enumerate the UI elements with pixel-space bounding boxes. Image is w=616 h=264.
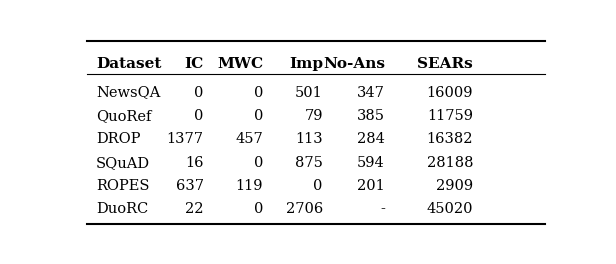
Text: 16382: 16382 (427, 132, 473, 146)
Text: ROPES: ROPES (96, 179, 150, 193)
Text: 119: 119 (236, 179, 263, 193)
Text: 79: 79 (304, 109, 323, 123)
Text: IC: IC (184, 57, 203, 71)
Text: -: - (380, 202, 385, 216)
Text: 0: 0 (194, 86, 203, 100)
Text: 113: 113 (295, 132, 323, 146)
Text: SQuAD: SQuAD (96, 156, 150, 170)
Text: NewsQA: NewsQA (96, 86, 161, 100)
Text: 457: 457 (235, 132, 263, 146)
Text: 637: 637 (176, 179, 203, 193)
Text: 201: 201 (357, 179, 385, 193)
Text: 0: 0 (254, 86, 263, 100)
Text: 0: 0 (254, 202, 263, 216)
Text: 594: 594 (357, 156, 385, 170)
Text: QuoRef: QuoRef (96, 109, 152, 123)
Text: DuoRC: DuoRC (96, 202, 148, 216)
Text: 284: 284 (357, 132, 385, 146)
Text: Imp: Imp (289, 57, 323, 71)
Text: 45020: 45020 (427, 202, 473, 216)
Text: 0: 0 (314, 179, 323, 193)
Text: 16: 16 (185, 156, 203, 170)
Text: 2909: 2909 (436, 179, 473, 193)
Text: 11759: 11759 (428, 109, 473, 123)
Text: 22: 22 (185, 202, 203, 216)
Text: 501: 501 (295, 86, 323, 100)
Text: SEARs: SEARs (418, 57, 473, 71)
Text: MWC: MWC (217, 57, 263, 71)
Text: Dataset: Dataset (96, 57, 161, 71)
Text: 0: 0 (254, 156, 263, 170)
Text: 385: 385 (357, 109, 385, 123)
Text: 347: 347 (357, 86, 385, 100)
Text: 875: 875 (295, 156, 323, 170)
Text: DROP: DROP (96, 132, 140, 146)
Text: 28188: 28188 (427, 156, 473, 170)
Text: 1377: 1377 (166, 132, 203, 146)
Text: 2706: 2706 (286, 202, 323, 216)
Text: No-Ans: No-Ans (323, 57, 385, 71)
Text: 0: 0 (254, 109, 263, 123)
Text: 0: 0 (194, 109, 203, 123)
Text: 16009: 16009 (427, 86, 473, 100)
